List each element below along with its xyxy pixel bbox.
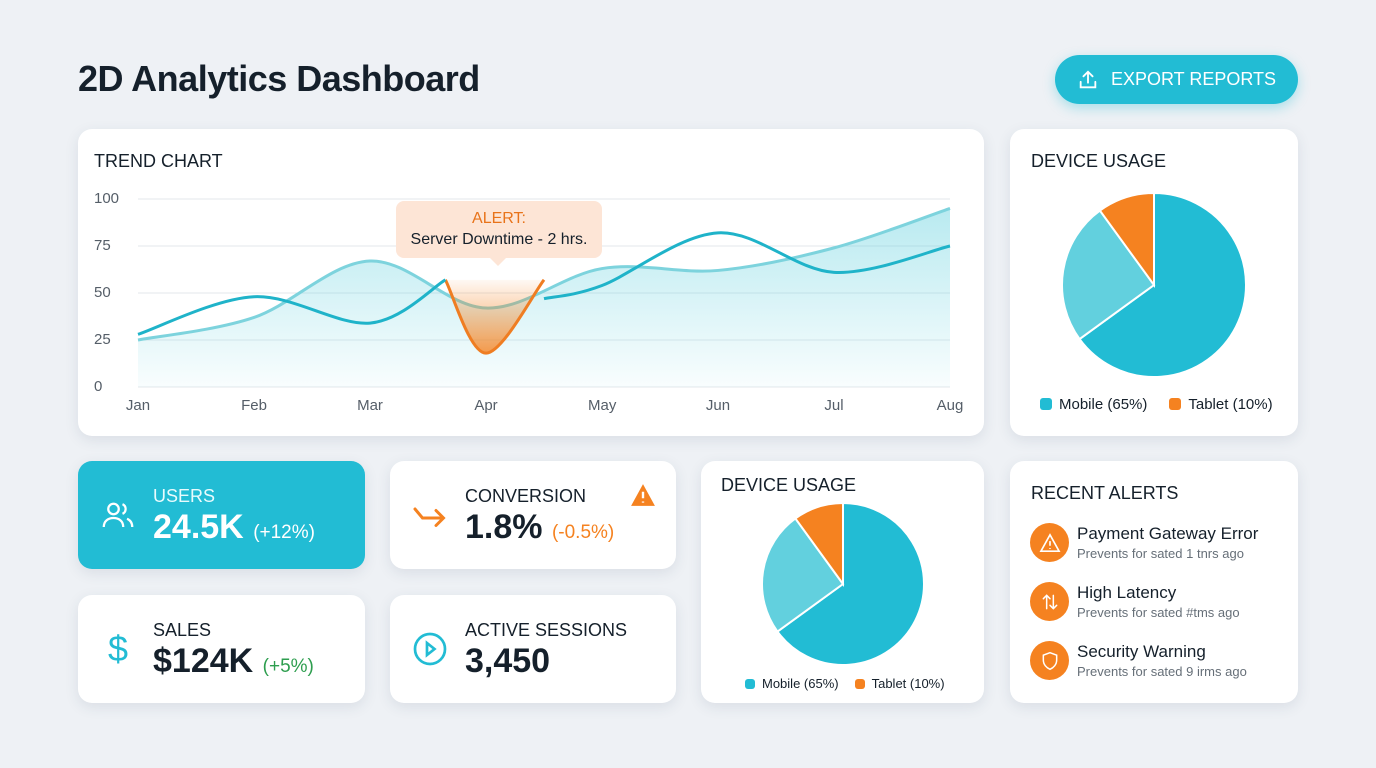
warning-icon xyxy=(631,484,655,506)
alert-item[interactable]: Payment Gateway Error Prevents for sated … xyxy=(1030,523,1258,562)
trend-chart-card: TREND CHART 0 25 50 75 100 Jan Feb Mar Apr May Jun… xyxy=(78,129,984,436)
users-icon xyxy=(102,502,134,528)
kpi-label: ACTIVE SESSIONS xyxy=(465,620,628,640)
kpi-value: $124K (+5%) xyxy=(153,642,314,680)
x-tick-label: Jul xyxy=(824,397,844,414)
y-tick-label: 50 xyxy=(94,284,111,301)
alert-segment-line xyxy=(444,278,546,355)
dollar-icon: $ xyxy=(107,628,129,669)
export-label: EXPORT REPORTS xyxy=(1110,69,1277,89)
kpi-label: USERS xyxy=(153,486,216,506)
alert-title: Security Warning xyxy=(1077,642,1206,661)
arrows-up-down-icon xyxy=(1042,593,1057,610)
alert-tooltip: ALERT: Server Downtime - 2 hrs. xyxy=(396,201,602,266)
y-tick-label: 75 xyxy=(94,237,111,254)
alert-item[interactable]: Security Warning Prevents for sated 9 irm… xyxy=(1030,641,1247,680)
device-usage-title: DEVICE USAGE xyxy=(721,475,857,495)
kpi-conversion[interactable]: CONVERSION 1.8% (-0.5%) xyxy=(390,461,676,569)
area-series-line xyxy=(137,206,951,342)
kpi-sales[interactable]: $ SALES $124K (+5%) xyxy=(78,595,365,703)
line-series xyxy=(137,278,447,336)
alert-title: Payment Gateway Error xyxy=(1077,524,1259,543)
pie-slice xyxy=(762,517,845,634)
legend-mobile: Mobile (65%) xyxy=(1040,396,1147,413)
alert-title: High Latency xyxy=(1077,583,1177,602)
kpi-value: 24.5K (+12%) xyxy=(153,508,315,546)
pie-legend: Mobile (65%) Tablet (10%) xyxy=(1040,396,1273,413)
x-tick-label: Mar xyxy=(357,397,383,414)
upload-icon xyxy=(1079,69,1097,88)
x-tick-label: Jan xyxy=(125,397,151,414)
alert-subtitle: Prevents for sated #tms ago xyxy=(1077,605,1240,620)
warning-icon xyxy=(1039,532,1060,552)
pie-slice xyxy=(793,503,844,588)
pie-slice xyxy=(1098,193,1155,289)
legend-tablet: Tablet (10%) xyxy=(1169,396,1273,413)
recent-alerts-card: RECENT ALERTS Payment Gateway Error Preve… xyxy=(1010,461,1298,703)
x-tick-label: Jun xyxy=(705,397,731,414)
kpi-value: 1.8% (-0.5%) xyxy=(465,508,615,546)
kpi-active-sessions[interactable]: ACTIVE SESSIONS 3,450 xyxy=(390,595,676,703)
legend-mobile: Mobile (65%) xyxy=(745,676,839,691)
trend-chart xyxy=(137,198,951,388)
page-title: 2D Analytics Dashboard xyxy=(78,58,480,99)
export-reports-button[interactable]: EXPORT REPORTS xyxy=(1055,55,1298,104)
legend-tablet: Tablet (10%) xyxy=(854,676,945,691)
kpi-users[interactable]: USERS 24.5K (+12%) xyxy=(78,461,365,569)
device-usage-pie xyxy=(762,503,924,665)
kpi-label: SALES xyxy=(153,620,212,640)
x-tick-label: May xyxy=(588,397,617,414)
y-tick-label: 0 xyxy=(94,378,103,395)
alert-item[interactable]: High Latency Prevents for sated #tms ago xyxy=(1030,582,1240,621)
device-usage-card: DEVICE USAGE Mobile (65%) Tablet (10%) xyxy=(1010,129,1298,436)
device-usage-card-2: DEVICE USAGE Mobile (65%) Tablet (10%) xyxy=(701,461,984,703)
pie-slice xyxy=(1078,193,1246,377)
shield-icon xyxy=(1042,651,1057,670)
alert-tooltip-title: ALERT: xyxy=(472,210,526,227)
x-tick-label: Aug xyxy=(936,397,964,414)
pie-legend: Mobile (65%) Tablet (10%) xyxy=(745,676,945,691)
recent-alerts-title: RECENT ALERTS xyxy=(1031,483,1179,503)
trend-down-arrow-icon xyxy=(413,507,446,527)
device-usage-pie xyxy=(1062,193,1246,377)
alert-subtitle: Prevents for sated 1 tnrs ago xyxy=(1077,546,1244,561)
pie-slice xyxy=(776,503,924,665)
kpi-value: 3,450 xyxy=(465,642,551,680)
x-tick-label: Feb xyxy=(241,397,267,414)
trend-chart-title: TREND CHART xyxy=(94,151,223,171)
alert-tooltip-text: Server Downtime - 2 hrs. xyxy=(410,231,588,248)
play-circle-icon xyxy=(413,632,447,666)
x-tick-label: Apr xyxy=(474,397,498,414)
kpi-label: CONVERSION xyxy=(465,486,587,506)
line-series xyxy=(543,231,951,301)
y-tick-label: 25 xyxy=(94,331,111,348)
alert-subtitle: Prevents for sated 9 irms ago xyxy=(1077,664,1247,679)
pie-slice xyxy=(1062,209,1156,341)
device-usage-title: DEVICE USAGE xyxy=(1031,151,1167,171)
y-tick-label: 100 xyxy=(94,190,120,207)
